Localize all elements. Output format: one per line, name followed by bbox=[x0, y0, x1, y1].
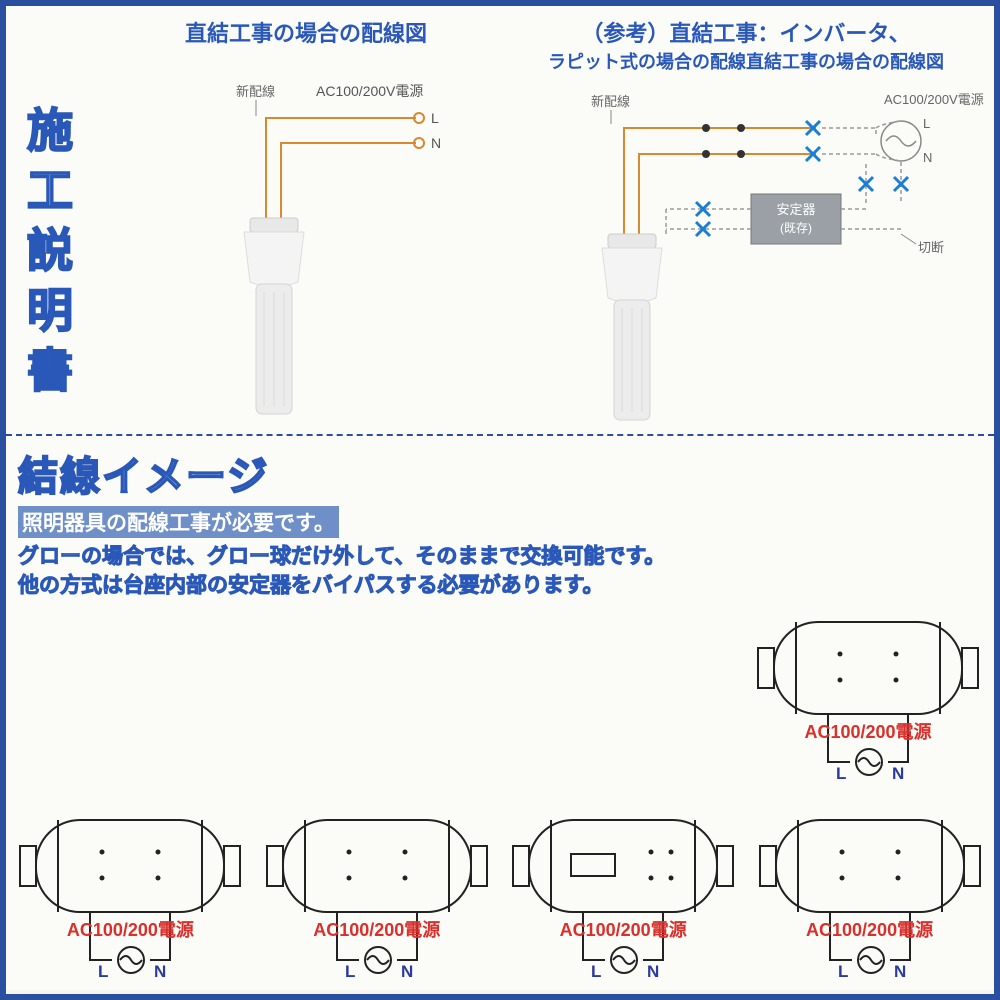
socket-diagram-1: L N AC100/200電源 bbox=[8, 804, 252, 984]
left-diagram-title: 直結工事の場合の配線図 bbox=[126, 16, 486, 48]
socket-svg: L N bbox=[746, 606, 990, 781]
new-wire-label: 新配線 bbox=[236, 84, 275, 99]
socket-diagram-3: L N AC100/200電源 bbox=[501, 804, 745, 984]
svg-text:N: N bbox=[154, 962, 166, 979]
power-label: AC100/200V電源 bbox=[316, 83, 423, 99]
svg-text:L: L bbox=[345, 962, 355, 979]
svg-text:L: L bbox=[923, 116, 930, 131]
ballast-label-1: 安定器 bbox=[776, 202, 815, 217]
left-diagram-svg: 新配線 AC100/200V電源 L N bbox=[126, 48, 486, 428]
wiring-heading: 結線イメージ bbox=[18, 444, 982, 502]
right-diagram-subtitle: ラピット式の場合の配線直結工事の場合の配線図 bbox=[506, 48, 986, 74]
power-label-r: AC100/200V電源 bbox=[884, 92, 984, 107]
svg-text:N: N bbox=[894, 962, 906, 979]
installation-section: 施工説明書 直結工事の場合の配線図 新配線 AC100/200V電源 L N bbox=[6, 6, 994, 436]
socket-diagram-2: L N AC100/200電源 bbox=[255, 804, 499, 984]
terminal-l: L bbox=[431, 110, 439, 126]
highlight-line: 照明器具の配線工事が必要です。 bbox=[18, 506, 339, 538]
svg-text:N: N bbox=[892, 764, 904, 781]
svg-text:L: L bbox=[838, 962, 848, 979]
wiring-image-section: 結線イメージ 照明器具の配線工事が必要です。 グローの場合では、グロー球だけ外し… bbox=[6, 436, 994, 990]
svg-text:N: N bbox=[647, 962, 659, 979]
svg-text:L: L bbox=[836, 764, 846, 781]
body-line-1: グローの場合では、グロー球だけ外して、そのままで交換可能です。 bbox=[18, 542, 982, 571]
svg-text:N: N bbox=[401, 962, 413, 979]
left-wiring-diagram: 直結工事の場合の配線図 新配線 AC100/200V電源 L N bbox=[126, 16, 486, 433]
socket-diagram-0: L N AC100/200電源 bbox=[746, 606, 990, 786]
new-wire-label-r: 新配線 bbox=[591, 94, 630, 109]
svg-text:N: N bbox=[923, 150, 932, 165]
right-diagram-title: （参考）直結工事：インバータ、 bbox=[506, 16, 986, 48]
svg-text:L: L bbox=[591, 962, 601, 979]
svg-text:L: L bbox=[98, 962, 108, 979]
terminal-n: N bbox=[431, 135, 441, 151]
ac-label: AC100/200電源 bbox=[746, 718, 990, 744]
ballast-label-2: (既存) bbox=[780, 221, 812, 235]
vertical-title: 施工説明書 bbox=[14, 106, 80, 406]
cut-label: 切断 bbox=[918, 240, 944, 255]
right-diagram-svg: 新配線 L N bbox=[506, 74, 986, 434]
right-wiring-diagram: （参考）直結工事：インバータ、 ラピット式の場合の配線直結工事の場合の配線図 新… bbox=[506, 16, 986, 439]
body-line-2: 他の方式は台座内部の安定器をバイパスする必要があります。 bbox=[18, 571, 982, 600]
socket-diagram-4: L N AC100/200電源 bbox=[748, 804, 992, 984]
socket-row: L N AC100/200電源 bbox=[6, 804, 994, 984]
